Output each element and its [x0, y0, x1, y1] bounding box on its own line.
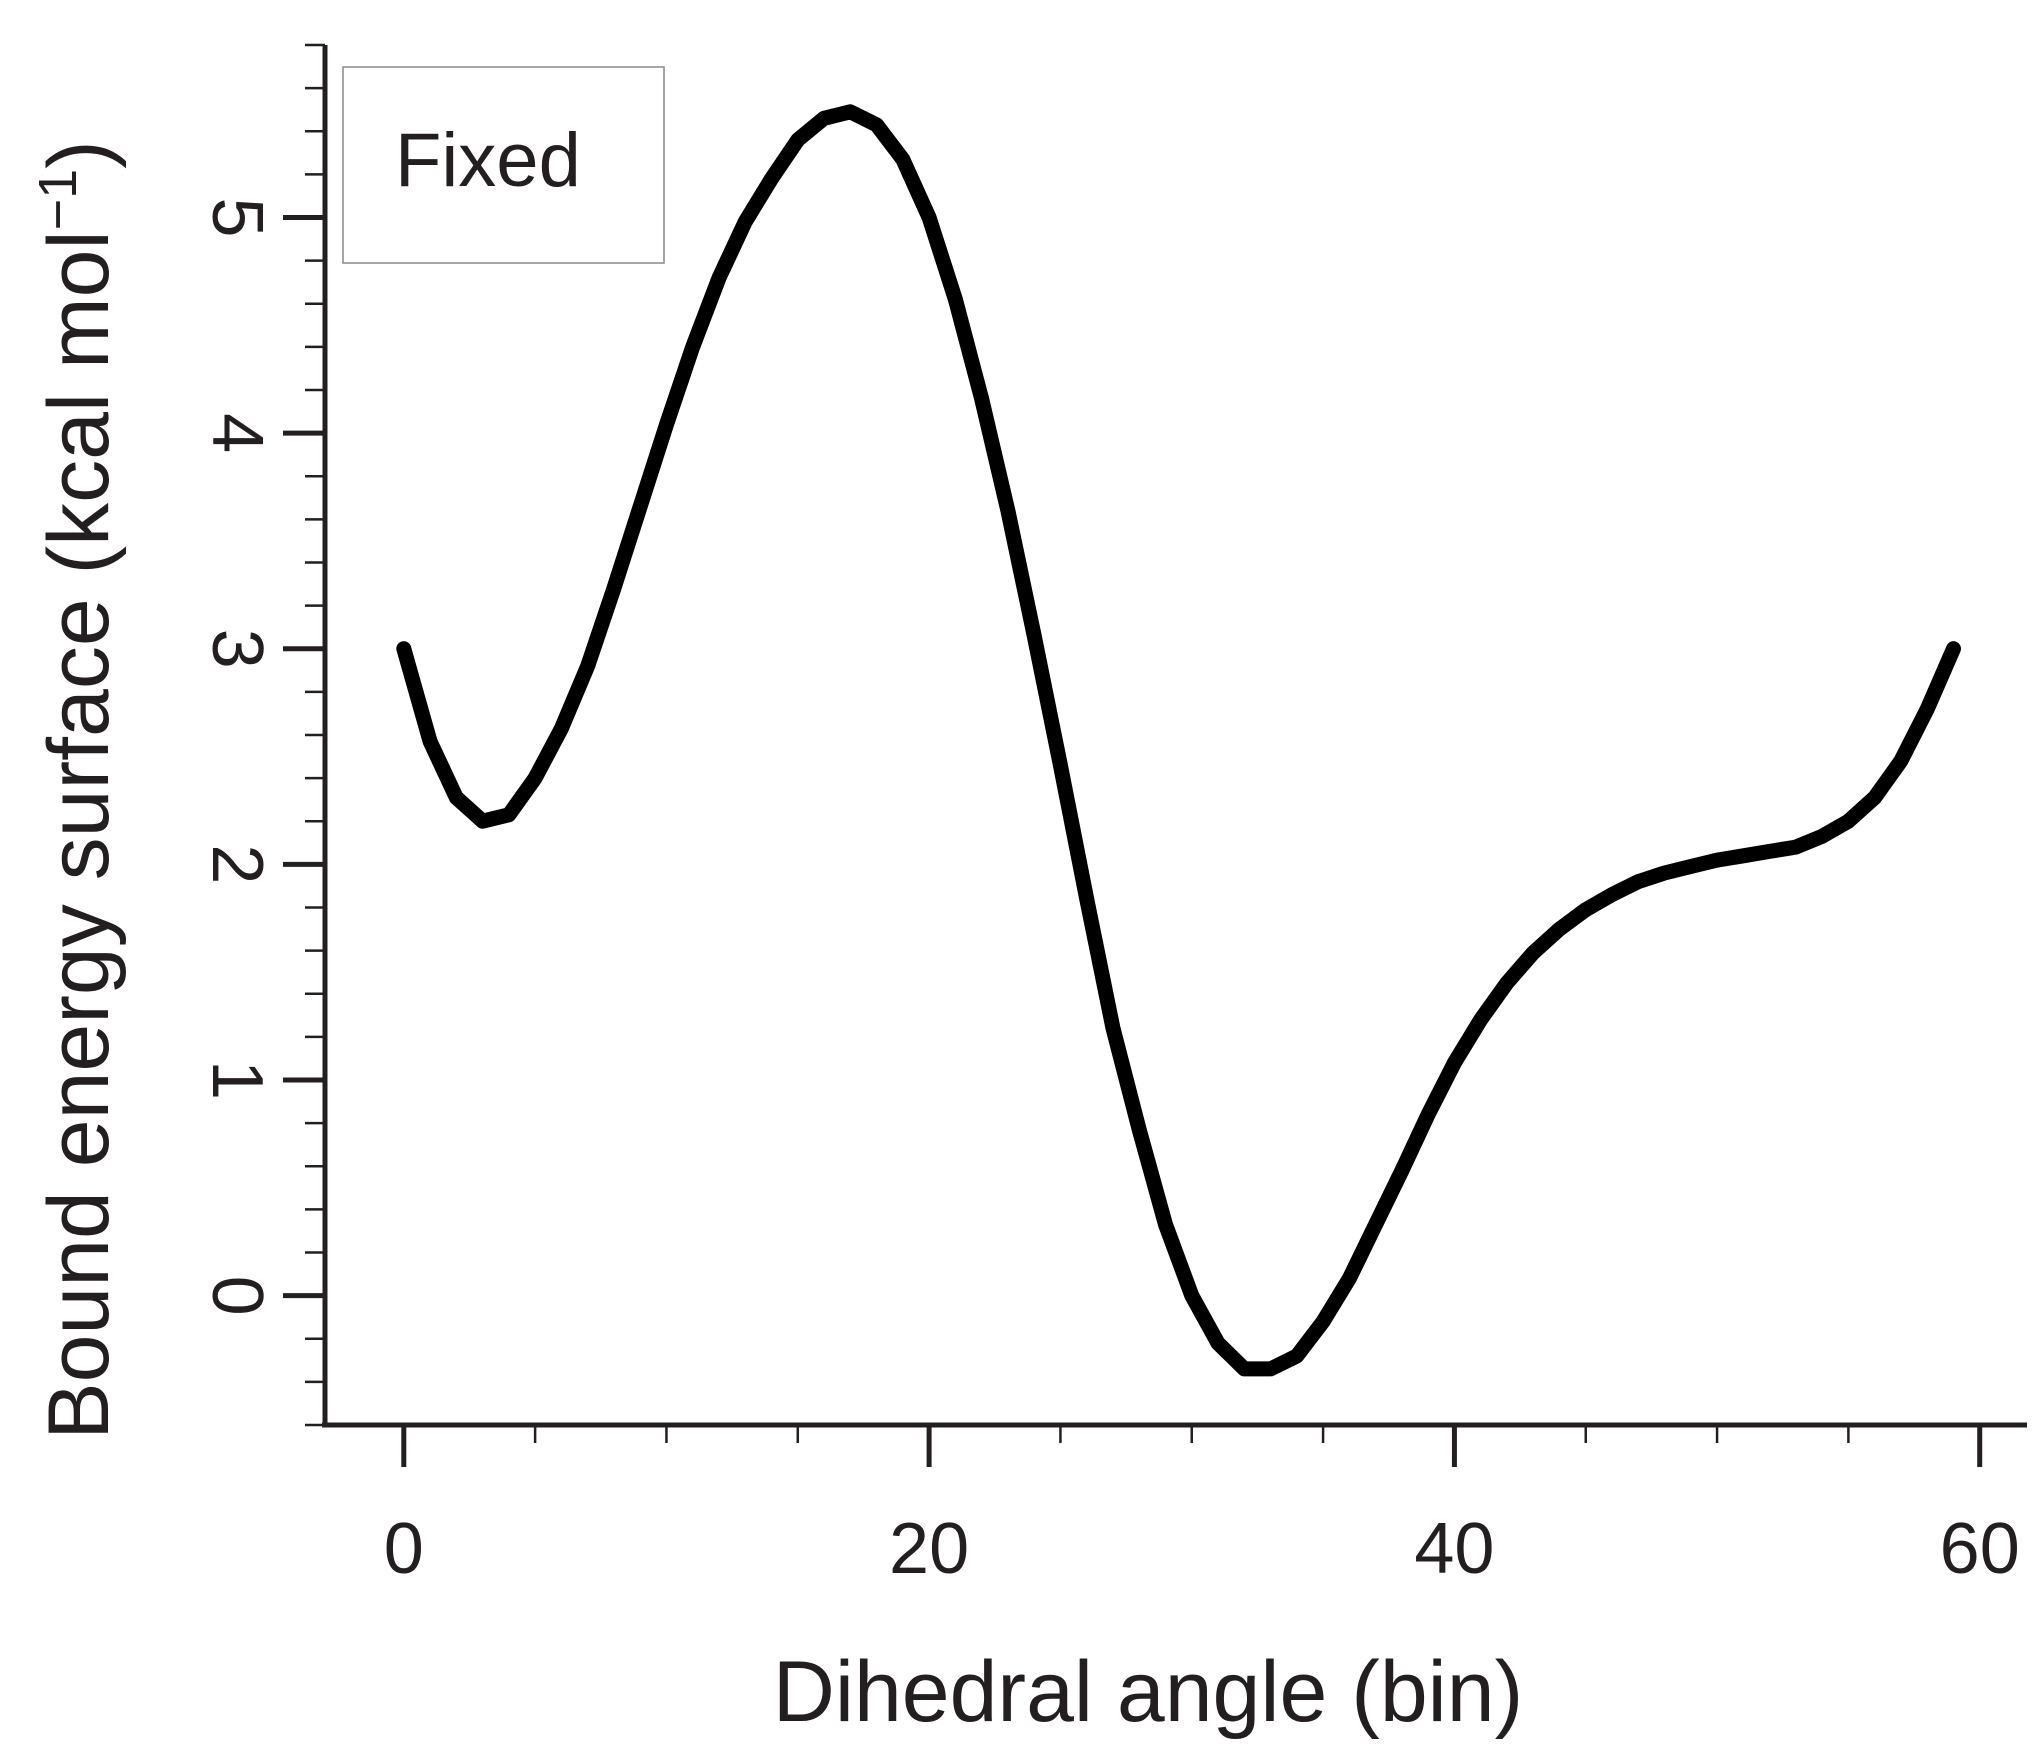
y-axis-title-main: Bound energy surface (kcal mol	[31, 230, 127, 1439]
legend-label: Fixed	[395, 118, 581, 203]
x-tick-label: 20	[889, 1509, 969, 1589]
y-axis-title-close: )	[31, 140, 127, 169]
x-axis-ticks: 0 20 40 60	[384, 1425, 2020, 1589]
y-tick-label: 4	[197, 413, 277, 453]
y-axis-title: Bound energy surface (kcal mol−1)	[28, 140, 127, 1440]
x-axis-title: Dihedral angle (bin)	[773, 1644, 1524, 1740]
y-axis-ticks: 0 1 2 3 4 5	[197, 43, 325, 1427]
x-tick-label: 60	[1940, 1509, 2020, 1589]
y-tick-label: 3	[197, 629, 277, 669]
y-tick-label: 2	[197, 844, 277, 884]
y-tick-label: 5	[197, 197, 277, 237]
series-line-fixed	[396, 104, 1961, 1377]
y-tick-label: 1	[197, 1060, 277, 1100]
legend-box	[342, 66, 665, 264]
x-tick-label: 40	[1414, 1509, 1494, 1589]
y-tick-label: 0	[197, 1276, 277, 1316]
x-tick-label: 0	[384, 1509, 424, 1589]
y-axis-title-superscript: −1	[28, 169, 88, 231]
